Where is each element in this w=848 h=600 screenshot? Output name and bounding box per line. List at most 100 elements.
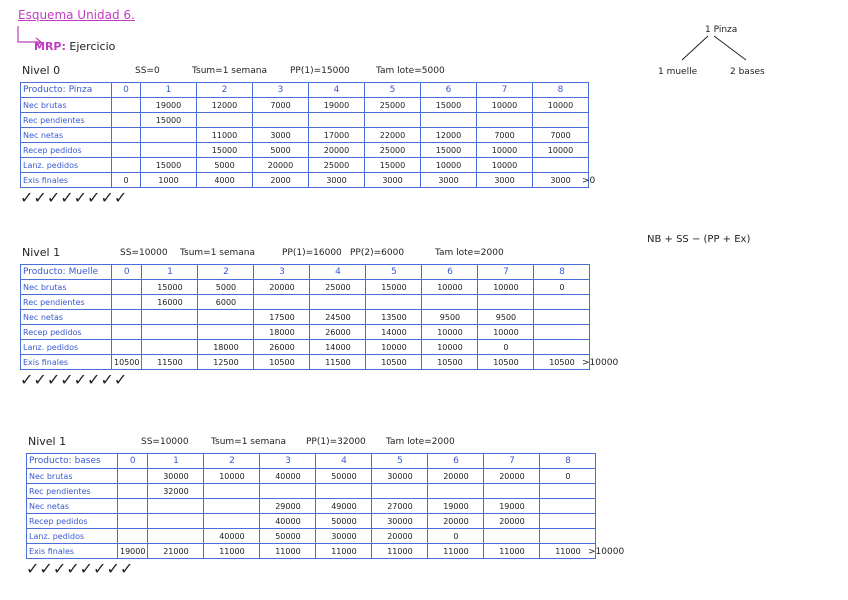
mrp-table: Producto: Muelle 0 1 2 3 4 5 6 7 8 Nec brutas 15000… (20, 264, 591, 370)
table-cell: 11000 (203, 543, 261, 559)
header-cell: 8 (532, 82, 589, 98)
table-cell: 11000 (259, 543, 317, 559)
table-cell: 4000 (196, 172, 253, 188)
table-cell: 5000 (196, 157, 253, 173)
table-cell: 11500 (309, 354, 367, 370)
table-cell: 20000 (427, 468, 485, 484)
table-row: Recep pedidos 18000 26000 14000 10000 10000 (20, 324, 591, 340)
table-cell: 15000 (420, 142, 477, 158)
table-cell: 12500 (197, 354, 255, 370)
table-cell: 26000 (309, 324, 367, 340)
row-label: Exis finales (20, 172, 112, 188)
table-cell: 10000 (532, 142, 589, 158)
header-cell: 0 (110, 264, 143, 280)
table-row: Recep pedidos 40000 50000 30000 20000 20000 (26, 513, 597, 529)
row-label: Nec netas (20, 127, 112, 143)
table-cell (141, 324, 199, 340)
row-label: Lanz. pedidos (20, 157, 112, 173)
level-note: >10000 (582, 358, 619, 368)
mrp-table: Producto: bases 0 1 2 3 4 5 6 7 8 Nec brutas 30000 1… (26, 453, 597, 559)
table-cell: 13500 (365, 309, 423, 325)
table-cell (539, 483, 597, 499)
table-cell: 9500 (477, 309, 535, 325)
header-cell: 4 (308, 82, 365, 98)
table-cell: 10000 (477, 279, 535, 295)
level-param: Tsum=1 semana (180, 248, 256, 258)
table-cell: 14000 (365, 324, 423, 340)
table-cell (203, 483, 261, 499)
table-row: Nec netas 29000 49000 27000 19000 19000 (26, 498, 597, 514)
table-cell (111, 97, 141, 113)
table-cell (315, 483, 373, 499)
table-cell (141, 339, 199, 355)
row-label: Recep pedidos (26, 513, 118, 529)
check-mark: ✓ (93, 559, 107, 578)
table-cell (140, 127, 197, 143)
table-cell (533, 309, 591, 325)
level-heading: Nivel 1 SS=10000 Tsum=1 semana PP(1)=32000 T… (26, 435, 626, 453)
table-row: Rec pendientes 32000 (26, 483, 597, 499)
subtitle: MRP: Ejercicio (34, 40, 115, 53)
table-cell: 20000 (483, 468, 541, 484)
table-cell (141, 309, 199, 325)
row-label: Rec pendientes (20, 112, 112, 128)
header-cell: 2 (196, 82, 253, 98)
header-cell: 3 (259, 453, 317, 469)
table-row: Nec brutas 19000 12000 7000 19000 25000 15000 1… (20, 97, 589, 113)
row-label: Exis finales (26, 543, 118, 559)
table-cell: 3000 (364, 172, 421, 188)
table-cell: 10000 (421, 279, 479, 295)
table-cell: 24500 (309, 309, 367, 325)
check-mark: ✓ (20, 188, 34, 207)
table-cell: 25000 (309, 279, 367, 295)
table-cell (196, 112, 253, 128)
table-cell (116, 498, 149, 514)
header-cell: 6 (420, 82, 477, 98)
table-cell: 3000 (308, 172, 365, 188)
table-cell: 17500 (253, 309, 311, 325)
level-param: SS=10000 (120, 248, 168, 258)
row-label: Recep pedidos (20, 324, 112, 340)
table-cell: 10000 (476, 97, 533, 113)
check-mark: ✓ (46, 370, 61, 389)
table-cell (483, 528, 541, 544)
table-cell: 10000 (203, 468, 261, 484)
table-cell (476, 112, 533, 128)
table-cell: 10000 (421, 324, 479, 340)
header-cell: Producto: Muelle (20, 264, 112, 280)
level-param: Tsum=1 semana (211, 437, 287, 447)
check-mark: ✓ (39, 559, 53, 578)
table-cell: 15000 (140, 157, 197, 173)
header-row: Producto: Muelle 0 1 2 3 4 5 6 7 8 (20, 264, 591, 280)
table-cell: 20000 (252, 157, 309, 173)
header-cell: 7 (477, 264, 535, 280)
level-block: Nivel 1 SS=10000 Tsum=1 semana PP(1)=32000 T… (26, 435, 626, 578)
table-cell: 22000 (364, 127, 421, 143)
level-name: Nivel 1 (22, 246, 61, 259)
table-cell: 10000 (365, 339, 423, 355)
table-row: Exis finales 10500 11500 12500 10500 11500 105… (20, 354, 591, 370)
header-row: Producto: Pinza 0 1 2 3 4 5 6 7 8 (20, 82, 589, 98)
table-cell (477, 294, 535, 310)
level-param: PP(1)=16000 (282, 248, 342, 258)
table-cell (420, 112, 477, 128)
table-cell: 50000 (259, 528, 317, 544)
table-cell: 10000 (476, 157, 533, 173)
table-cell: 30000 (147, 468, 205, 484)
table-cell: 3000 (252, 127, 309, 143)
table-cell: 10000 (532, 97, 589, 113)
check-mark: ✓ (46, 188, 61, 207)
table-cell: 3000 (420, 172, 477, 188)
table-cell: 30000 (315, 528, 373, 544)
table-cell: 29000 (259, 498, 317, 514)
check-mark: ✓ (20, 370, 34, 389)
table-cell (110, 294, 143, 310)
table-cell: 17000 (308, 127, 365, 143)
table-row: Rec pendientes 16000 6000 (20, 294, 591, 310)
table-cell: 26000 (253, 339, 311, 355)
table-cell (147, 528, 205, 544)
tree-child: 1 muelle (658, 67, 698, 77)
level-name: Nivel 0 (22, 64, 61, 77)
table-cell: 20000 (308, 142, 365, 158)
